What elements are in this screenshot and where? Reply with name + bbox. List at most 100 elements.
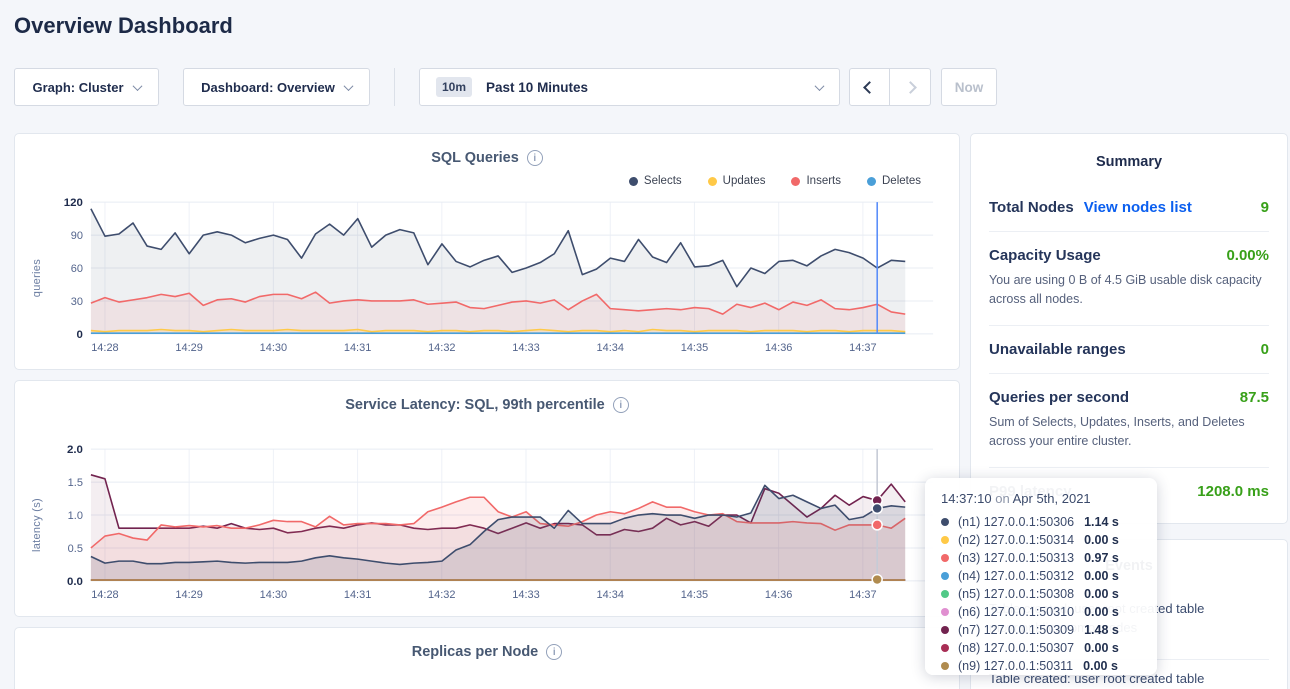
tooltip-node-name: (n7) 127.0.0.1:50309 (958, 623, 1075, 637)
tooltip-node-value: 0.00 s (1083, 659, 1118, 673)
legend-item-selects[interactable]: Selects (628, 175, 682, 187)
crosshair-dot (871, 502, 883, 515)
series-color-dot (941, 626, 949, 634)
y-tick-label: 1.5 (68, 477, 83, 489)
now-button[interactable]: Now (941, 68, 997, 106)
y-axis-title: queries (30, 258, 43, 298)
y-tick-label: 0 (76, 329, 82, 341)
x-tick-label: 14:28 (91, 589, 118, 601)
sql-queries-panel: SQL Queries i Selects Updates Inserts Delet… (14, 133, 960, 370)
y-tick-label: 0.5 (68, 543, 83, 555)
tooltip-series-row: (n7) 127.0.0.1:50309 1.48 s (941, 621, 1143, 639)
tooltip-node-name: (n1) 127.0.0.1:50306 (958, 515, 1075, 529)
service-latency-chart[interactable]: 14:28 14:29 14:30 14:31 14:32 14:33 14:34 14:35… (49, 441, 949, 609)
x-tick-label: 14:31 (344, 589, 371, 601)
page-title: Overview Dashboard (14, 13, 233, 38)
replicas-per-node-title: Replicas per Node (411, 644, 539, 660)
x-tick-label: 14:30 (260, 589, 287, 601)
y-tick-label: 90 (71, 230, 83, 242)
dashboard-dropdown-label: Dashboard: Overview (201, 79, 335, 95)
legend-color-dot (707, 176, 717, 186)
summary-row-value: 0 (1260, 340, 1269, 358)
tooltip-node-value: 1.48 s (1084, 623, 1119, 637)
series-color-dot (941, 662, 949, 670)
series-color-dot (941, 590, 949, 598)
y-tick-label: 30 (71, 296, 83, 308)
tooltip-node-name: (n4) 127.0.0.1:50312 (958, 569, 1075, 583)
legend-label: Deletes (882, 175, 921, 187)
x-tick-label: 14:33 (512, 342, 539, 354)
time-range-label: Past 10 Minutes (486, 79, 589, 95)
crosshair-dot (871, 573, 883, 586)
toolbar-divider (394, 68, 395, 106)
x-tick-label: 14:37 (849, 589, 876, 601)
series-color-dot (941, 644, 949, 652)
series-line (90, 208, 906, 288)
view-nodes-list-link[interactable]: View nodes list (1083, 199, 1192, 216)
charts-column: SQL Queries i Selects Updates Inserts Delet… (14, 133, 960, 689)
x-tick-label: 14:29 (175, 342, 202, 354)
time-range-dropdown[interactable]: 10m Past 10 Minutes (419, 68, 840, 106)
sql-queries-chart[interactable]: 14:28 14:29 14:30 14:31 14:32 14:33 14:34 14:35… (49, 194, 949, 362)
series-color-dot (941, 572, 949, 580)
y-axis-title: latency (s) (31, 497, 43, 553)
chevron-down-icon (814, 80, 825, 91)
tooltip-node-value: 0.00 s (1084, 533, 1119, 547)
y-tick-label: 1.0 (68, 510, 83, 522)
tooltip-node-name: (n6) 127.0.0.1:50310 (958, 605, 1075, 619)
tooltip-node-name: (n5) 127.0.0.1:50308 (958, 587, 1075, 601)
x-tick-label: 14:37 (849, 342, 876, 354)
tooltip-series-row: (n5) 127.0.0.1:50308 0.00 s (941, 585, 1143, 603)
sql-queries-title: SQL Queries (431, 150, 519, 166)
tooltip-timestamp: 14:37:10 on Apr 5th, 2021 (941, 491, 1091, 506)
dashboard-dropdown[interactable]: Dashboard: Overview (183, 68, 370, 106)
x-tick-label: 14:32 (428, 342, 455, 354)
summary-panel: Summary Total Nodes View nodes list 9 Capac… (970, 133, 1288, 524)
x-tick-label: 14:28 (91, 342, 118, 354)
x-tick-label: 14:31 (344, 342, 371, 354)
crosshair-dot (871, 519, 883, 531)
series-line (90, 328, 906, 333)
y-tick-label: 2.0 (67, 444, 83, 456)
summary-title: Summary (1095, 154, 1163, 170)
time-range-badge: 10m (436, 77, 473, 97)
legend-color-dot (867, 176, 876, 186)
tooltip-node-name: (n8) 127.0.0.1:50307 (958, 641, 1075, 655)
graph-dropdown[interactable]: Graph: Cluster (14, 68, 159, 106)
info-icon[interactable]: i (612, 397, 629, 413)
series-line (90, 291, 906, 315)
prev-time-button[interactable] (849, 68, 890, 106)
tooltip-node-value: 0.00 s (1084, 587, 1119, 601)
x-tick-label: 14:34 (596, 342, 623, 354)
summary-row-label: Total Nodes (989, 199, 1074, 216)
service-latency-panel: Service Latency: SQL, 99th percentile i … (14, 380, 960, 617)
legend-color-dot (628, 176, 638, 186)
series-color-dot (941, 554, 949, 562)
tooltip-node-value: 0.00 s (1084, 641, 1119, 655)
tooltip-node-value: 0.00 s (1084, 605, 1119, 619)
legend-item-deletes[interactable]: Deletes (867, 175, 921, 187)
legend-label: Inserts (806, 175, 841, 187)
chart-hover-tooltip: 14:37:10 on Apr 5th, 2021 (n1) 127.0.0.1… (925, 478, 1157, 675)
legend-label: Selects (643, 175, 682, 187)
next-time-button[interactable] (890, 68, 931, 106)
info-icon[interactable]: i (526, 150, 543, 166)
summary-row-value: 0.00% (1226, 247, 1269, 264)
y-tick-label: 120 (64, 197, 83, 209)
tooltip-series-row: (n3) 127.0.0.1:50313 0.97 s (941, 549, 1143, 567)
graph-dropdown-label: Graph: Cluster (32, 79, 124, 95)
info-icon[interactable]: i (546, 644, 563, 660)
x-tick-label: 14:35 (681, 342, 708, 354)
tooltip-series-row: (n8) 127.0.0.1:50307 0.00 s (941, 639, 1143, 657)
summary-row-description: You are using 0 B of 4.5 GiB usable disk… (989, 273, 1262, 307)
legend-item-inserts[interactable]: Inserts (791, 175, 841, 187)
tooltip-series-row: (n2) 127.0.0.1:50314 0.00 s (941, 531, 1143, 549)
chevron-left-icon (863, 80, 876, 94)
tooltip-node-value: 1.14 s (1084, 515, 1119, 529)
chevron-right-icon (903, 80, 917, 94)
tooltip-series-row: (n4) 127.0.0.1:50312 0.00 s (941, 567, 1143, 585)
x-tick-label: 14:33 (512, 589, 539, 601)
summary-row: Capacity Usage 0.00% You are using 0 B of … (989, 232, 1269, 326)
legend-item-updates[interactable]: Updates (707, 175, 765, 187)
x-tick-label: 14:35 (681, 589, 708, 601)
